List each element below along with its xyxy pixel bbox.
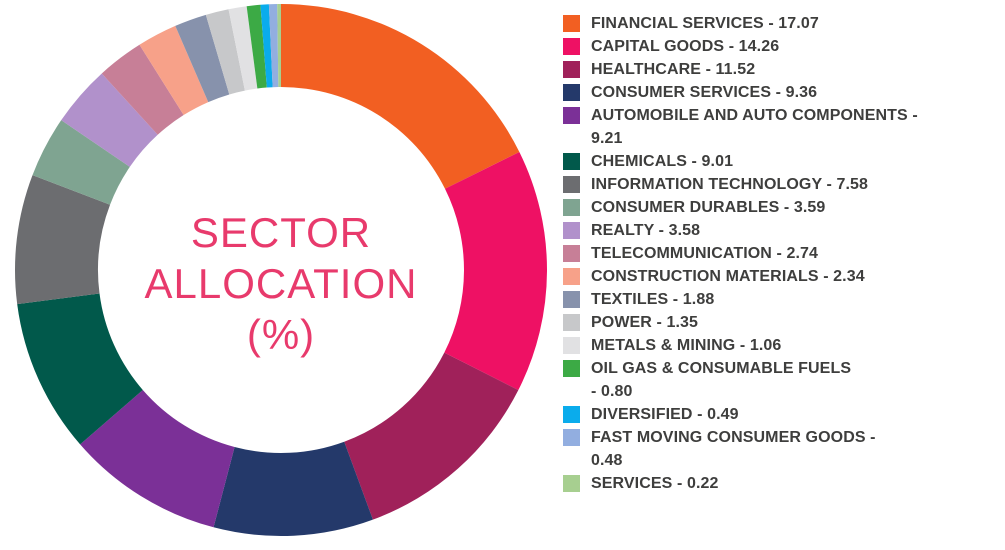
legend-label: AUTOMOBILE AND AUTO COMPONENTS - 9.21	[591, 107, 918, 147]
donut-segment-consumer-durables	[32, 120, 130, 205]
legend-item: CAPITAL GOODS - 14.26	[563, 35, 993, 58]
legend-item: INFORMATION TECHNOLOGY - 7.58	[563, 173, 993, 196]
donut-segment-oil-gas-consumable-fuels	[246, 4, 267, 89]
legend-swatch	[563, 153, 580, 170]
legend-swatch	[563, 429, 580, 446]
legend-item: CONSTRUCTION MATERIALS - 2.34	[563, 265, 993, 288]
donut-chart: SECTOR ALLOCATION (%)	[14, 3, 547, 537]
donut-segment-services	[277, 3, 281, 88]
legend-label: METALS & MINING - 1.06	[591, 337, 782, 354]
donut-segment-information-technology	[14, 175, 111, 305]
legend-label: INFORMATION TECHNOLOGY - 7.58	[591, 176, 868, 193]
donut-ring	[14, 3, 547, 537]
donut-segment-textiles	[175, 14, 230, 103]
legend-swatch	[563, 268, 580, 285]
legend-item: AUTOMOBILE AND AUTO COMPONENTS - 9.21	[563, 104, 993, 150]
legend-swatch	[563, 15, 580, 32]
legend-item: REALTY - 3.58	[563, 219, 993, 242]
legend-swatch	[563, 406, 580, 423]
legend: FINANCIAL SERVICES - 17.07 CAPITAL GOODS …	[563, 12, 993, 495]
legend-label: TEXTILES - 1.88	[591, 291, 715, 308]
legend-label: FINANCIAL SERVICES - 17.07	[591, 15, 819, 32]
legend-swatch	[563, 222, 580, 239]
donut-segment-capital-goods	[444, 151, 547, 391]
legend-swatch	[563, 337, 580, 354]
donut-segment-metals-mining	[228, 6, 258, 91]
legend-swatch	[563, 107, 580, 124]
legend-label: OIL GAS & CONSUMABLE FUELS - 0.80	[591, 360, 852, 400]
donut-segment-realty	[61, 73, 158, 167]
legend-swatch	[563, 475, 580, 492]
legend-swatch	[563, 360, 580, 377]
donut-segment-financial-services	[281, 4, 520, 189]
legend-swatch	[563, 245, 580, 262]
legend-swatch	[563, 291, 580, 308]
legend-item: TELECOMMUNICATION - 2.74	[563, 242, 993, 265]
legend-swatch	[563, 38, 580, 55]
legend-label: CHEMICALS - 9.01	[591, 153, 734, 170]
legend-item: DIVERSIFIED - 0.49	[563, 403, 993, 426]
legend-item: HEALTHCARE - 11.52	[563, 58, 993, 81]
legend-label: POWER - 1.35	[591, 314, 699, 331]
legend-item: TEXTILES - 1.88	[563, 288, 993, 311]
legend-label: CAPITAL GOODS - 14.26	[591, 38, 780, 55]
legend-swatch	[563, 314, 580, 331]
legend-label: DIVERSIFIED - 0.49	[591, 406, 739, 423]
legend-label: SERVICES - 0.22	[591, 475, 719, 492]
legend-swatch	[563, 199, 580, 216]
legend-swatch	[563, 84, 580, 101]
chart-title: SECTOR ALLOCATION (%)	[144, 209, 418, 359]
legend-item: FINANCIAL SERVICES - 17.07	[563, 12, 993, 35]
legend-swatch	[563, 61, 580, 78]
legend-swatch	[563, 176, 580, 193]
legend-label: HEALTHCARE - 11.52	[591, 61, 756, 78]
legend-item: OIL GAS & CONSUMABLE FUELS - 0.80	[563, 357, 993, 403]
legend-item: POWER - 1.35	[563, 311, 993, 334]
donut-segment-diversified	[260, 4, 273, 88]
legend-item: CONSUMER DURABLES - 3.59	[563, 196, 993, 219]
legend-item: CONSUMER SERVICES - 9.36	[563, 81, 993, 104]
donut-segment-fast-moving-consumer-goods	[268, 4, 279, 88]
legend-label: CONSUMER DURABLES - 3.59	[591, 199, 826, 216]
donut-segment-healthcare	[344, 352, 519, 520]
donut-segment-telecommunication	[101, 44, 184, 135]
legend-item: FAST MOVING CONSUMER GOODS - 0.48	[563, 426, 993, 472]
legend-item: CHEMICALS - 9.01	[563, 150, 993, 173]
donut-segment-consumer-services	[213, 441, 373, 537]
legend-item: SERVICES - 0.22	[563, 472, 993, 495]
legend-label: CONSTRUCTION MATERIALS - 2.34	[591, 268, 865, 285]
legend-label: TELECOMMUNICATION - 2.74	[591, 245, 819, 262]
legend-item: METALS & MINING - 1.06	[563, 334, 993, 357]
donut-segment-chemicals	[17, 293, 143, 445]
donut-segment-construction-materials	[139, 25, 209, 116]
legend-label: CONSUMER SERVICES - 9.36	[591, 84, 818, 101]
donut-segment-power	[205, 9, 245, 95]
donut-segment-automobile-and-auto-components	[80, 389, 235, 528]
legend-label: REALTY - 3.58	[591, 222, 701, 239]
legend-label: FAST MOVING CONSUMER GOODS - 0.48	[591, 429, 876, 469]
